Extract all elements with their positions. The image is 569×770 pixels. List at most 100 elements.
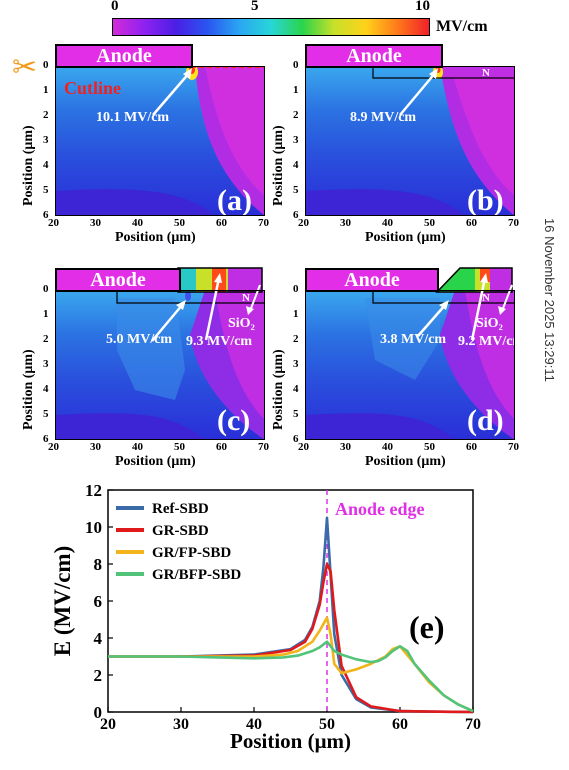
y-tick-label: 2 — [94, 666, 103, 685]
chart-letter: (e) — [409, 609, 445, 645]
panel-d: Anode N SiO₂ 3.8 MV/cm 9.2 MV/cm (d) — [250, 262, 535, 482]
panel-a-ytick: 2 — [43, 109, 49, 121]
panel-b-map — [305, 66, 515, 216]
panel-d-ytick: 5 — [293, 408, 299, 420]
panel-d-xtick: 30 — [340, 441, 351, 453]
panel-b-ytick: 6 — [293, 209, 299, 221]
panel-c-peak-label: 5.0 MV/cm — [106, 332, 173, 347]
panel-d-field-map — [305, 290, 515, 440]
panel-b-anode: Anode — [305, 44, 443, 68]
panel-a-xtick: 50 — [174, 217, 185, 229]
panel-d-sio2-label: SiO₂ — [476, 316, 503, 331]
panel-c-ylabel: Position (μm) — [21, 349, 36, 430]
panel-d-ytick: 3 — [293, 358, 299, 370]
panel-d-ytick: 0 — [293, 283, 299, 295]
panel-a-arrow — [152, 68, 192, 116]
panel-b-ytick: 3 — [293, 134, 299, 146]
y-tick-label: 10 — [85, 518, 102, 537]
panel-c-xtick: 70 — [258, 441, 269, 453]
panel-a-ytick: 6 — [43, 209, 49, 221]
anode-edge-label: Anode edge — [335, 499, 425, 519]
panel-b-xtick: 50 — [424, 217, 435, 229]
panel-a-letter: (a) — [217, 184, 252, 217]
x-tick-label: 50 — [319, 716, 335, 733]
panel-c-sio2-label: SiO₂ — [228, 316, 255, 331]
panel-a-ylabel: Position (μm) — [21, 125, 36, 206]
panel-c-field-map — [55, 290, 265, 440]
panel-b-xtick: 40 — [382, 217, 393, 229]
panel-b: Anode N 8.9 MV/cm (b) — [250, 38, 535, 258]
panel-c-letter: (c) — [217, 404, 251, 437]
panel-d-xtick: 60 — [466, 441, 477, 453]
panel-d-ytick: 2 — [293, 333, 299, 345]
panel-d-xtick: 50 — [424, 441, 435, 453]
panel-c-arrows — [151, 273, 261, 342]
panel-b-xtick: 30 — [340, 217, 351, 229]
x-tick-label: 40 — [246, 716, 262, 733]
panel-a-xlabel: Position (μm) — [115, 230, 196, 245]
panel-b-ylabel: Position (μm) — [271, 125, 286, 206]
panel-a-frame — [55, 66, 265, 216]
panel-b-xtick: 60 — [466, 217, 477, 229]
panel-d-ylabel: Position (μm) — [271, 349, 286, 430]
panel-c-ytick: 5 — [43, 408, 49, 420]
y-tick-label: 12 — [85, 481, 102, 500]
panel-d-ytick: 1 — [293, 308, 299, 320]
panel-a-peak-label: 10.1 MV/cm — [96, 110, 170, 125]
panel-d-xtick: 40 — [382, 441, 393, 453]
panel-d-map — [305, 290, 515, 440]
timestamp: 16 November 2025 13:29:11 — [542, 218, 557, 382]
panel-c-peak2-label: 9.3 MV/cm — [186, 334, 253, 349]
line-chart-e: 20 30 40 50 60 70 0 2 4 6 8 10 12 Position (μm) E (MV/… — [0, 478, 569, 765]
panel-a-xtick: 70 — [258, 217, 269, 229]
panel-c-xlabel: Position (μm) — [115, 454, 196, 469]
line-chart-e-svg: 20 30 40 50 60 70 0 2 4 6 8 10 12 Position (μm) E (MV/… — [50, 481, 481, 753]
x-tick-label: 60 — [392, 716, 408, 733]
y-tick-label: 8 — [94, 555, 103, 574]
series-line-gr-sbd — [108, 562, 474, 714]
panel-d-ytick: 6 — [293, 433, 299, 445]
panel-c-map — [55, 290, 265, 440]
panel-d-ytick: 4 — [293, 383, 299, 395]
panel-d-xtick: 70 — [508, 441, 519, 453]
panel-b-xlabel: Position (μm) — [365, 230, 446, 245]
panel-a-ytick: 0 — [43, 59, 49, 71]
panel-a-xtick: 30 — [90, 217, 101, 229]
panel-d-field-plate — [372, 267, 514, 304]
panel-c-xtick: 60 — [216, 441, 227, 453]
panel-c-frame — [55, 290, 265, 440]
panel-c-ytick: 0 — [43, 283, 49, 295]
panel-b-ytick: 2 — [293, 109, 299, 121]
panel-c-xtick: 30 — [90, 441, 101, 453]
x-tick-label: 30 — [173, 716, 189, 733]
panel-c-xtick: 20 — [48, 441, 59, 453]
panel-a-xtick: 40 — [132, 217, 143, 229]
panel-b-xtick: 70 — [508, 217, 519, 229]
panel-d-xlabel: Position (μm) — [365, 454, 446, 469]
y-tick-label: 0 — [94, 703, 103, 722]
colorbar-tick-5: 5 — [251, 0, 259, 14]
panel-a-xtick: 60 — [216, 217, 227, 229]
panel-c-ytick: 3 — [43, 358, 49, 370]
panel-b-ytick: 5 — [293, 184, 299, 196]
scissors-icon: ✂ — [12, 51, 38, 84]
colorbar-tick-0: 0 — [111, 0, 119, 14]
panel-a-ytick: 1 — [43, 84, 49, 96]
panel-b-frame — [305, 66, 515, 216]
x-axis-label: Position (μm) — [230, 729, 351, 753]
panel-a-ytick: 4 — [43, 159, 49, 171]
panel-d-letter: (d) — [467, 404, 504, 437]
panel-b-field-map — [305, 66, 515, 216]
panel-b-xtick: 20 — [298, 217, 309, 229]
panel-d-arrows — [417, 273, 513, 341]
x-tick-label: 20 — [100, 716, 116, 733]
panel-a-ytick: 3 — [43, 134, 49, 146]
panel-b-arrow — [399, 68, 438, 116]
y-axis-label: E (MV/cm) — [50, 546, 75, 657]
panel-b-n-region: N — [482, 67, 490, 79]
panel-b-letter: (b) — [467, 184, 504, 217]
panel-b-ytick: 4 — [293, 159, 299, 171]
panel-a-ytick: 5 — [43, 184, 49, 196]
panel-c-ytick: 6 — [43, 433, 49, 445]
panel-a-xtick: 20 — [48, 217, 59, 229]
